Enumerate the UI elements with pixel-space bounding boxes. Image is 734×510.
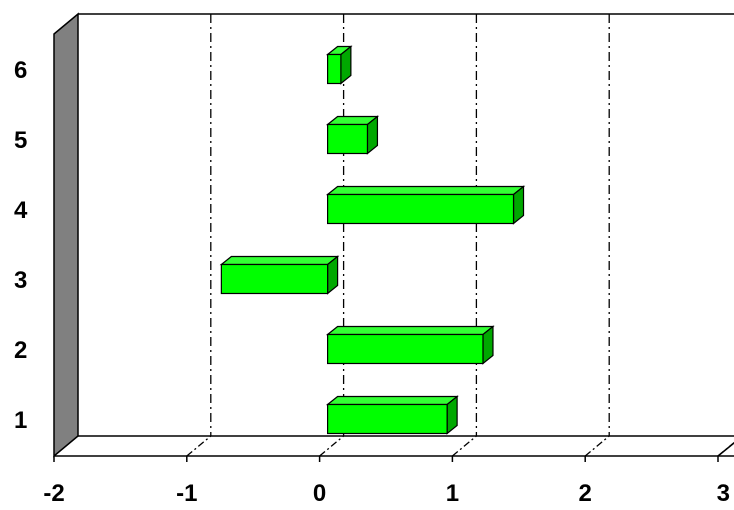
- x-tick-label: -1: [176, 480, 197, 505]
- floor-grid-line: [717, 441, 734, 457]
- y-tick-label: 5: [14, 127, 27, 154]
- y-tick-label: 6: [14, 57, 27, 84]
- floor-grid-line: [319, 435, 345, 457]
- y-tick-label: 1: [14, 407, 27, 434]
- bar-top-face: [325, 185, 526, 196]
- floor-grid-line: [584, 435, 610, 457]
- bar-front-face: [327, 333, 484, 365]
- y-tick-label: 4: [14, 197, 28, 224]
- bar-3: [219, 255, 340, 295]
- x-tick-label: 3: [717, 480, 730, 505]
- x-tick-label: 0: [313, 480, 326, 505]
- bars: [219, 45, 526, 435]
- bar-2: [325, 325, 495, 365]
- x-tick-label: -2: [43, 480, 64, 505]
- bar-6: [325, 45, 353, 85]
- bar-front-face: [327, 403, 448, 435]
- x-tick-labels: -2 -1 0 1 2 3: [43, 480, 730, 507]
- bar-1: [325, 395, 459, 435]
- grid-lines: [53, 14, 734, 462]
- bar-5: [325, 115, 380, 155]
- y-tick-labels: 1 2 3 4 5 6: [14, 57, 28, 434]
- bar-front-face: [220, 263, 329, 295]
- left-wall: [53, 12, 79, 458]
- y-tick-label: 3: [14, 267, 27, 294]
- bar-front-face: [327, 193, 515, 225]
- bar-top-face: [325, 395, 459, 406]
- bar-top-face: [219, 255, 340, 266]
- floor-grid-line: [451, 435, 477, 457]
- x-tick-label: 2: [579, 480, 592, 505]
- bar-4: [325, 185, 526, 225]
- chart-frame: [53, 12, 734, 458]
- bar-top-face: [325, 325, 495, 336]
- x-tick-label: 1: [446, 480, 459, 505]
- floor-grid-line: [186, 435, 212, 457]
- bar-front-face: [327, 53, 342, 85]
- y-tick-label: 2: [14, 337, 27, 364]
- bar-front-face: [327, 123, 369, 155]
